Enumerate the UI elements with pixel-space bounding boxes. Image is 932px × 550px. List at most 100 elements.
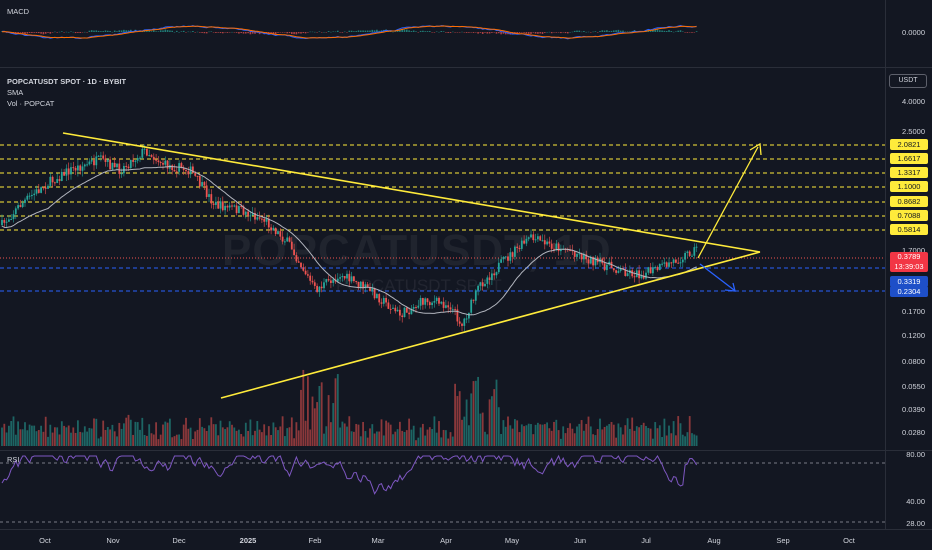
volume-bar xyxy=(279,426,282,446)
candle-body xyxy=(497,262,500,273)
volume-bar xyxy=(58,434,61,446)
rsi-line xyxy=(1,454,698,495)
volume-bar xyxy=(242,436,245,446)
candle-body xyxy=(543,240,546,245)
sma-legend[interactable]: SMA xyxy=(7,88,24,97)
symbol-title[interactable]: POPCATUSDT SPOT · 1D · BYBIT xyxy=(7,77,127,86)
volume-bar xyxy=(525,425,528,446)
candle-body xyxy=(118,163,121,174)
candle-body xyxy=(468,312,470,319)
macd-axis-value: 0.0000 xyxy=(902,28,925,37)
candle-body xyxy=(60,172,63,181)
volume-bar xyxy=(240,434,243,446)
candle-body xyxy=(585,254,588,260)
macd-histogram-bar xyxy=(357,30,360,32)
volume-bar xyxy=(42,431,45,446)
volume-bar xyxy=(479,413,482,446)
volume-bar xyxy=(635,426,638,446)
macd-histogram-bar xyxy=(686,32,689,33)
macd-histogram-bar xyxy=(684,32,686,33)
symbol-watermark: POPCATUSDT, 1D xyxy=(222,226,612,275)
macd-histogram-bar xyxy=(493,32,495,33)
candle-body xyxy=(672,259,675,263)
candle-body xyxy=(392,307,394,309)
volume-bar xyxy=(325,426,328,446)
macd-histogram-bar xyxy=(247,32,249,34)
volume-bar xyxy=(339,427,341,446)
candle-body xyxy=(155,159,157,161)
macd-histogram-bar xyxy=(521,32,523,33)
time-axis-label: Feb xyxy=(308,536,322,545)
candle-body xyxy=(31,195,33,197)
macd-histogram-bar xyxy=(120,30,123,32)
candle-body xyxy=(481,282,484,287)
currency-button[interactable]: USDT xyxy=(889,74,927,88)
volume-bar xyxy=(318,385,321,446)
candle-body xyxy=(106,159,109,162)
volume-bar xyxy=(408,418,410,446)
volume-bar xyxy=(362,421,364,446)
candle-body xyxy=(240,206,243,208)
macd-histogram-bar xyxy=(424,31,426,32)
volume-bar xyxy=(405,430,408,446)
volume-bar xyxy=(116,436,118,446)
volume-bar xyxy=(166,422,169,446)
candle-body xyxy=(111,162,114,170)
macd-histogram-bar xyxy=(162,30,164,32)
volume-bar xyxy=(334,378,337,446)
candle-body xyxy=(116,163,118,168)
macd-histogram-bar xyxy=(35,32,38,33)
bar-countdown: 13:39:03 xyxy=(894,262,924,271)
candle-body xyxy=(380,302,383,304)
rsi-axis-label: 80.00 xyxy=(906,450,925,459)
macd-histogram-bar xyxy=(70,31,72,32)
macd-histogram-bar xyxy=(314,31,316,33)
volume-bar xyxy=(518,432,521,446)
volume-bar xyxy=(33,425,36,446)
candle-body xyxy=(539,236,542,241)
volume-bar xyxy=(175,434,178,446)
volume-bar xyxy=(631,417,634,446)
volume-bar xyxy=(152,434,155,446)
candle-body xyxy=(449,307,452,310)
volume-bar xyxy=(113,431,116,446)
candle-body xyxy=(17,205,19,209)
price-axis[interactable] xyxy=(885,0,932,529)
macd-histogram-bar xyxy=(242,32,245,34)
macd-histogram-bar xyxy=(155,31,157,32)
candle-body xyxy=(553,248,555,250)
volume-bar xyxy=(256,421,259,446)
candle-body xyxy=(21,202,24,207)
candle-body xyxy=(419,298,422,306)
volume-bar xyxy=(307,376,309,446)
volume-bar xyxy=(88,427,91,446)
volume-bar xyxy=(198,418,201,446)
volume-bar xyxy=(265,435,268,446)
rsi-label: RSI xyxy=(7,455,20,464)
macd-histogram-bar xyxy=(624,31,627,33)
candle-body xyxy=(320,286,323,289)
candle-body xyxy=(417,305,420,308)
candle-body xyxy=(307,274,309,276)
volume-bar xyxy=(380,419,383,446)
candle-body xyxy=(113,162,116,168)
price-chart[interactable] xyxy=(0,0,885,529)
candle-body xyxy=(12,214,15,220)
candle-body xyxy=(415,307,417,309)
macd-histogram-bar xyxy=(585,31,587,33)
volume-bar xyxy=(123,423,125,446)
volume-bar xyxy=(162,424,164,446)
candle-body xyxy=(134,160,137,162)
volume-bar xyxy=(5,432,8,446)
macd-histogram-bar xyxy=(157,31,160,32)
macd-histogram-bar xyxy=(399,29,401,32)
candle-body xyxy=(645,272,647,279)
candle-body xyxy=(385,297,387,303)
candle-body xyxy=(583,254,585,260)
macd-histogram-bar xyxy=(659,30,661,32)
macd-histogram-bar xyxy=(337,30,339,32)
candle-body xyxy=(152,156,155,160)
volume-legend[interactable]: Vol · POPCAT xyxy=(7,99,55,108)
macd-histogram-bar xyxy=(88,30,91,32)
candle-body xyxy=(405,307,408,313)
